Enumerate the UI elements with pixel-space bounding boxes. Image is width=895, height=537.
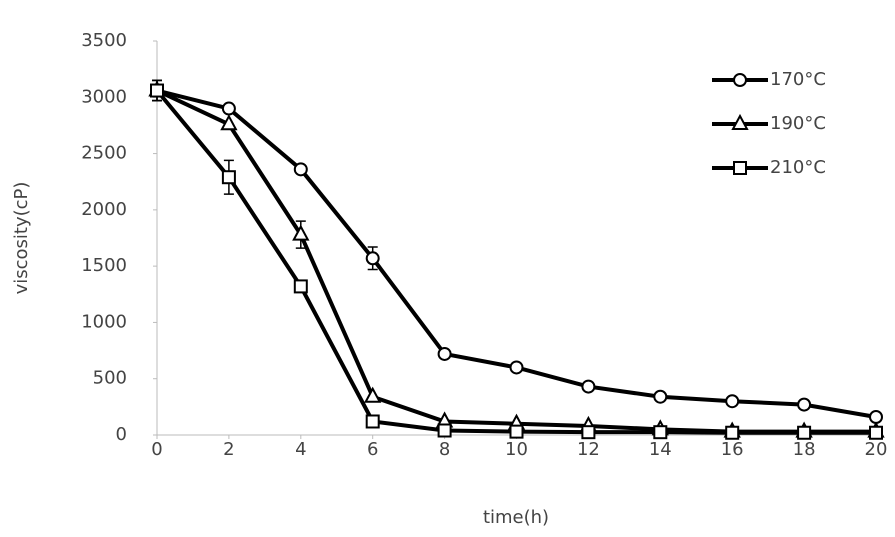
y-tick-label: 3500 xyxy=(81,30,127,51)
legend-label: 170°C xyxy=(770,69,826,90)
data-point xyxy=(870,427,882,439)
legend-marker xyxy=(734,74,746,86)
chart: time(h) viscosity(cP) 0 500 1000 1500 2000 25… xyxy=(0,0,895,533)
x-tick-label: 2 xyxy=(223,439,234,460)
data-point xyxy=(367,415,379,427)
x-tick-label: 18 xyxy=(793,439,816,460)
data-point xyxy=(223,171,235,183)
data-point xyxy=(511,361,523,373)
x-tick-label: 6 xyxy=(367,439,378,460)
y-tick-label: 500 xyxy=(93,368,127,389)
x-tick-label: 12 xyxy=(577,439,600,460)
y-tick-label: 1000 xyxy=(81,311,127,332)
data-point xyxy=(654,391,666,403)
legend-label: 190°C xyxy=(770,113,826,134)
x-tick-label: 8 xyxy=(439,439,450,460)
data-point xyxy=(511,426,523,438)
data-point xyxy=(582,381,594,393)
x-tick-label: 16 xyxy=(721,439,744,460)
data-point xyxy=(295,163,307,175)
data-point xyxy=(726,427,738,439)
legend-marker xyxy=(734,162,746,174)
data-point xyxy=(223,103,235,115)
data-point xyxy=(870,411,882,423)
data-point xyxy=(439,348,451,360)
y-tick-label: 2000 xyxy=(81,199,127,220)
x-tick-label: 0 xyxy=(151,439,162,460)
x-axis-label: time(h) xyxy=(483,507,549,528)
data-point xyxy=(582,426,594,438)
x-tick-label: 4 xyxy=(295,439,306,460)
x-tick-label: 14 xyxy=(649,439,672,460)
legend-label: 210°C xyxy=(770,157,826,178)
data-point xyxy=(798,427,810,439)
y-tick-label: 3000 xyxy=(81,86,127,107)
data-point xyxy=(798,399,810,411)
data-point xyxy=(151,85,163,97)
x-tick-label: 20 xyxy=(865,439,888,460)
y-tick-label: 0 xyxy=(116,424,127,445)
data-point xyxy=(726,395,738,407)
data-point xyxy=(295,280,307,292)
data-point xyxy=(654,426,666,438)
y-tick-label: 1500 xyxy=(81,255,127,276)
y-axis-label: viscosity(cP) xyxy=(11,182,32,295)
y-tick-label: 2500 xyxy=(81,143,127,164)
x-tick-label: 10 xyxy=(505,439,528,460)
data-point xyxy=(367,252,379,264)
data-point xyxy=(439,424,451,436)
